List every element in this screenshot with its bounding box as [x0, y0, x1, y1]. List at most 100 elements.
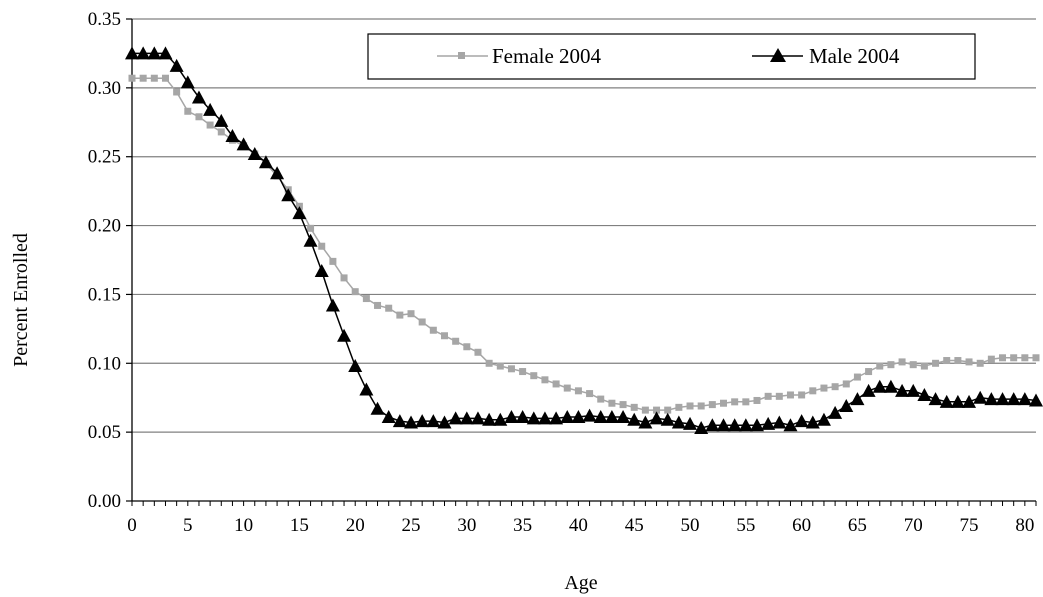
data-point-female-2004	[340, 274, 348, 282]
data-point-female-2004	[641, 406, 649, 414]
data-point-male-2004	[136, 46, 151, 60]
data-point-female-2004	[686, 402, 694, 410]
data-point-male-2004	[303, 233, 318, 247]
data-point-female-2004	[552, 380, 560, 388]
data-point-female-2004	[630, 403, 638, 411]
data-point-male-2004	[883, 379, 898, 393]
x-tick-label: 75	[960, 515, 979, 536]
y-tick-label: 0.10	[88, 353, 121, 374]
data-point-female-2004	[898, 358, 906, 366]
data-point-male-2004	[828, 405, 843, 419]
data-point-male-2004	[426, 414, 441, 428]
data-point-male-2004	[180, 75, 195, 89]
gridlines	[132, 18, 1036, 433]
data-point-female-2004	[519, 368, 527, 376]
data-point-female-2004	[1032, 354, 1040, 362]
data-point-male-2004	[772, 415, 787, 429]
data-point-female-2004	[865, 368, 873, 376]
data-point-male-2004	[203, 102, 218, 116]
data-point-female-2004	[440, 332, 448, 340]
data-point-female-2004	[764, 392, 772, 400]
data-point-female-2004	[418, 318, 426, 326]
data-point-male-2004	[236, 137, 251, 151]
data-point-female-2004	[184, 107, 192, 115]
data-point-female-2004	[318, 242, 326, 250]
data-point-female-2004	[173, 88, 181, 96]
data-point-male-2004	[872, 379, 887, 393]
legend-label-male: Male 2004	[809, 44, 900, 68]
data-point-male-2004	[627, 412, 642, 426]
data-point-male-2004	[861, 383, 876, 397]
x-tick-label: 55	[736, 515, 755, 536]
data-point-male-2004	[493, 412, 508, 426]
data-point-female-2004	[206, 121, 214, 129]
data-point-male-2004	[470, 411, 485, 425]
data-point-male-2004	[794, 414, 809, 428]
data-point-female-2004	[965, 358, 973, 366]
data-point-male-2004	[671, 415, 686, 429]
data-point-female-2004	[742, 398, 750, 406]
data-point-female-2004	[329, 257, 337, 265]
data-point-male-2004	[281, 188, 296, 202]
y-axis-title: Percent Enrolled	[10, 233, 32, 367]
data-point-female-2004	[720, 399, 728, 407]
legend-marker-male	[770, 48, 786, 62]
data-point-female-2004	[1021, 354, 1029, 362]
data-point-female-2004	[161, 74, 169, 82]
data-point-female-2004	[999, 354, 1007, 362]
data-point-female-2004	[831, 383, 839, 391]
data-point-male-2004	[928, 392, 943, 406]
data-point-male-2004	[761, 416, 776, 430]
data-point-male-2004	[962, 394, 977, 408]
data-point-male-2004	[660, 412, 675, 426]
data-point-male-2004	[247, 146, 262, 160]
data-point-male-2004	[1017, 392, 1032, 406]
data-point-male-2004	[683, 416, 698, 430]
x-tick-label: 40	[569, 515, 588, 536]
y-tick-label: 0.25	[88, 147, 121, 168]
x-tick-label: 45	[625, 515, 644, 536]
data-point-female-2004	[876, 362, 884, 370]
x-tick-label: 60	[792, 515, 811, 536]
data-point-male-2004	[325, 298, 340, 312]
data-point-male-2004	[917, 387, 932, 401]
data-point-male-2004	[560, 409, 575, 423]
data-point-male-2004	[895, 383, 910, 397]
data-point-male-2004	[381, 409, 396, 423]
data-point-male-2004	[1006, 392, 1021, 406]
data-point-male-2004	[258, 155, 273, 169]
data-point-male-2004	[738, 418, 753, 432]
data-point-female-2004	[909, 361, 917, 369]
x-tick-label: 25	[402, 515, 421, 536]
data-point-female-2004	[463, 343, 471, 351]
data-point-female-2004	[139, 74, 147, 82]
data-point-female-2004	[452, 337, 460, 345]
data-point-female-2004	[920, 362, 928, 370]
data-point-female-2004	[217, 128, 225, 136]
data-point-female-2004	[485, 359, 493, 367]
data-point-female-2004	[496, 362, 504, 370]
data-point-male-2004	[359, 382, 374, 396]
x-tick-label: 5	[183, 515, 193, 536]
data-point-female-2004	[128, 74, 136, 82]
data-point-male-2004	[504, 409, 519, 423]
data-point-female-2004	[853, 373, 861, 381]
data-point-male-2004	[716, 418, 731, 432]
data-point-male-2004	[839, 398, 854, 412]
data-point-female-2004	[753, 396, 761, 404]
data-point-male-2004	[939, 394, 954, 408]
data-point-male-2004	[638, 415, 653, 429]
x-tick-label: 35	[513, 515, 532, 536]
data-point-female-2004	[563, 384, 571, 392]
legend-marker-female	[458, 52, 465, 59]
data-point-male-2004	[225, 129, 240, 143]
data-point-female-2004	[820, 384, 828, 392]
data-point-female-2004	[809, 387, 817, 395]
data-point-male-2004	[515, 409, 530, 423]
data-point-female-2004	[887, 361, 895, 369]
data-point-female-2004	[429, 326, 437, 334]
y-tick-label: 0.00	[88, 491, 121, 512]
data-point-male-2004	[616, 409, 631, 423]
data-point-male-2004	[314, 264, 329, 278]
data-point-male-2004	[526, 411, 541, 425]
